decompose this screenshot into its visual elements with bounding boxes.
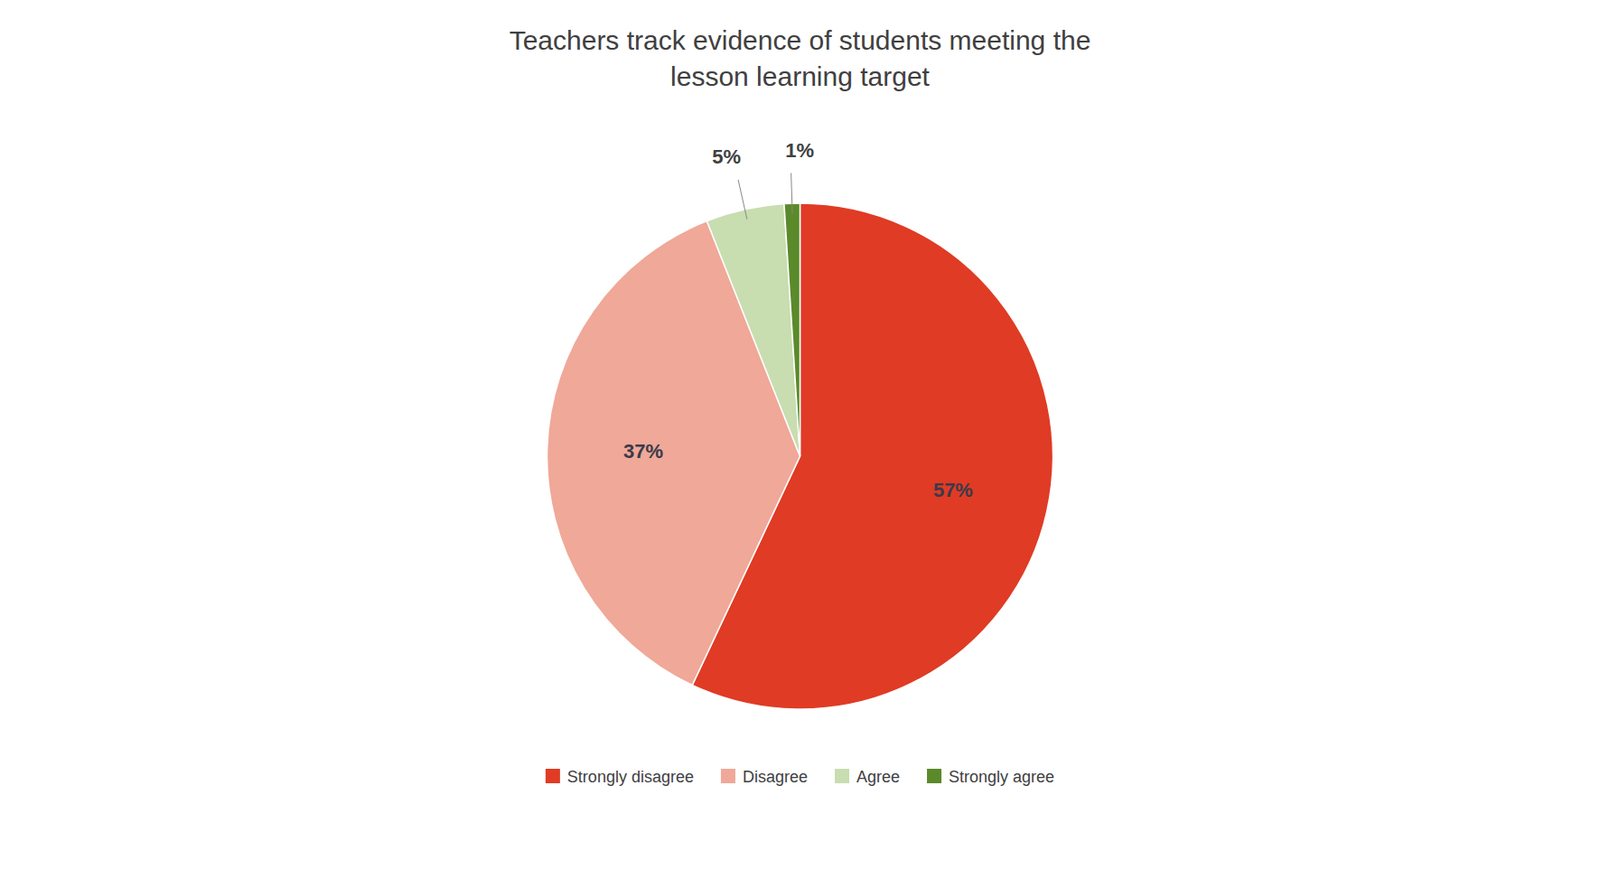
data-label: 5%	[711, 145, 741, 169]
title-line: Teachers track evidence of students meet…	[509, 25, 1092, 56]
legend-swatch	[720, 768, 736, 784]
pie	[547, 203, 1054, 710]
title-line: lesson learning target	[670, 61, 931, 92]
data-label: 37%	[623, 439, 664, 463]
legend-item: Agree	[834, 767, 900, 786]
legend-label: Strongly agree	[948, 767, 1055, 786]
legend-label: Strongly disagree	[567, 767, 694, 786]
legend-label: Agree	[856, 767, 900, 786]
data-label: 1%	[785, 139, 815, 162]
leader-line	[738, 179, 748, 220]
slice	[706, 204, 800, 457]
legend-item: Disagree	[720, 767, 808, 786]
leader-line	[791, 173, 793, 215]
chart: Teachers track evidence of students meet…	[0, 0, 1600, 879]
data-labels: 57% 37% 5% 1%	[623, 139, 974, 503]
slice	[784, 203, 801, 457]
legend-item: Strongly agree	[926, 767, 1055, 786]
data-label: 57%	[933, 478, 974, 502]
legend-swatch	[926, 768, 942, 784]
legend: Strongly disagree Disagree Agree Strongly a…	[545, 767, 1055, 786]
legend-swatch	[834, 768, 850, 784]
legend-item: Strongly disagree	[545, 767, 694, 786]
title: Teachers track evidence of students meet…	[509, 25, 1092, 92]
legend-swatch	[545, 768, 561, 784]
legend-label: Disagree	[742, 767, 808, 786]
